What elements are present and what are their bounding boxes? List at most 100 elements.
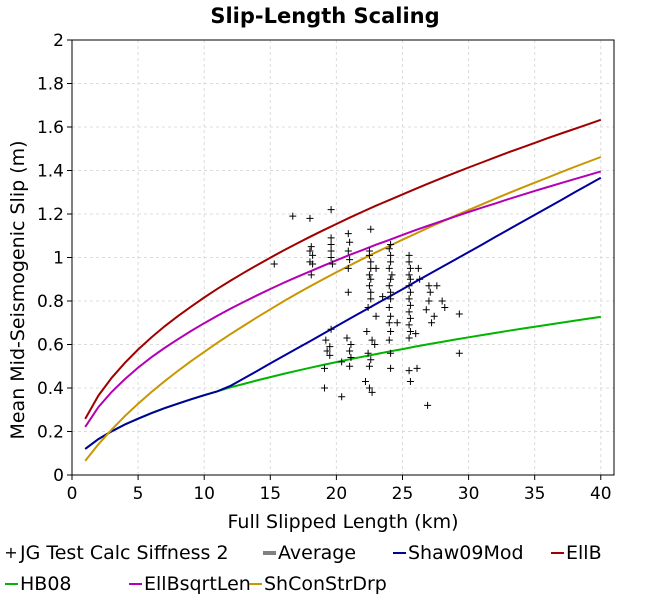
- scatter-point: [338, 358, 346, 366]
- scatter-point: [387, 364, 395, 372]
- scatter-point: [387, 275, 395, 283]
- scatter-point: [424, 401, 432, 409]
- scatter-point: [405, 321, 413, 329]
- scatter-point: [344, 288, 352, 296]
- slip-length-chart: Slip-Length Scaling 0 5 10 15 20 25 30 35 40 0 0.2…: [7, 4, 615, 533]
- scatter-point: [385, 245, 393, 253]
- y-tick-label: 2: [53, 31, 64, 51]
- scatter-point: [365, 282, 373, 290]
- scatter-point: [365, 271, 373, 279]
- legend-label: JG Test Calc Siffness 2: [20, 542, 229, 564]
- y-tick-label: 0.8: [37, 292, 64, 312]
- scatter-point: [323, 347, 331, 355]
- scatter-point: [361, 377, 369, 385]
- legend-label: HB08: [20, 573, 72, 595]
- scatter-point: [307, 271, 315, 279]
- scatter-point: [405, 251, 413, 259]
- scatter-point: [347, 354, 355, 362]
- scatter-point: [327, 206, 335, 214]
- scatter-point: [406, 377, 414, 385]
- scatter-point: [367, 356, 375, 364]
- y-tick-label: 0: [53, 466, 64, 486]
- y-tick-label: 1: [53, 249, 64, 269]
- legend-label: Shaw09Mod: [408, 542, 524, 564]
- x-tick-label: 0: [67, 484, 78, 504]
- legend-swatch: [262, 539, 276, 567]
- y-axis-label: Mean Mid-Seismogenic Slip (m): [7, 140, 29, 439]
- scatter-point: [416, 275, 424, 283]
- scatter-point: [343, 334, 351, 342]
- y-tick-label: 1.2: [37, 205, 64, 225]
- legend-item: + JG Test Calc Siffness 2: [4, 539, 229, 567]
- scatter-point: [320, 384, 328, 392]
- y-tick-label: 1.4: [37, 162, 64, 182]
- legend-swatch: +: [4, 543, 18, 562]
- scatter-point: [306, 214, 314, 222]
- series-lines: [84, 118, 602, 462]
- scatter-point: [433, 282, 441, 290]
- scatter-point: [387, 327, 395, 335]
- scatter-point: [428, 319, 436, 327]
- series-line-shconstrdrp: [84, 156, 602, 462]
- y-tick-label: 0.2: [37, 423, 64, 443]
- scatter-point: [326, 351, 334, 359]
- legend-label: EllB: [566, 542, 602, 564]
- scatter-point: [406, 275, 414, 283]
- scatter-point: [322, 336, 330, 344]
- scatter-point: [405, 295, 413, 303]
- scatter-point: [365, 362, 373, 370]
- scatter-point: [406, 314, 414, 322]
- scatter-point: [455, 310, 463, 318]
- scatter-point: [270, 260, 278, 268]
- scatter-point: [344, 264, 352, 272]
- scatter-point: [364, 304, 372, 312]
- scatter-point: [307, 243, 315, 251]
- scatter-point: [364, 349, 372, 357]
- x-tick-label: 20: [326, 484, 348, 504]
- x-tick-label: 15: [259, 484, 281, 504]
- scatter-point: [422, 306, 430, 314]
- scatter-point: [405, 334, 413, 342]
- scatter-point: [367, 225, 375, 233]
- scatter-point: [405, 271, 413, 279]
- legend-swatch: [248, 570, 262, 598]
- scatter-point: [367, 275, 375, 283]
- scatter-point: [406, 327, 414, 335]
- scatter-point: [327, 234, 335, 242]
- scatter-point: [405, 308, 413, 316]
- scatter-point: [426, 288, 434, 296]
- legend-swatch: [392, 539, 406, 567]
- legend-swatch: [128, 570, 142, 598]
- scatter-point: [414, 264, 422, 272]
- legend-label: ShConStrDrp: [264, 573, 387, 595]
- legend-item: HB08: [4, 570, 72, 598]
- scatter-point: [346, 362, 354, 370]
- scatter-point: [328, 260, 336, 268]
- chart-legend: + JG Test Calc Siffness 2 Average Shaw09Mod…: [0, 538, 650, 600]
- legend-item: Average: [262, 539, 356, 567]
- scatter-point: [371, 341, 379, 348]
- scatter-point: [327, 240, 335, 248]
- scatter-point: [379, 293, 387, 301]
- scatter-point: [346, 238, 354, 246]
- legend-item: Shaw09Mod: [392, 539, 524, 567]
- grid-lines: [71, 39, 614, 476]
- scatter-point: [338, 393, 346, 401]
- scatter-point: [365, 384, 373, 392]
- scatter-point: [346, 347, 354, 355]
- scatter-point: [438, 297, 446, 305]
- scatter-point: [385, 336, 393, 344]
- scatter-point: [455, 349, 463, 357]
- x-tick-label: 10: [193, 484, 215, 504]
- legend-label: Average: [278, 542, 357, 564]
- scatter-point: [405, 258, 413, 266]
- scatter-point: [406, 264, 414, 272]
- scatter-point: [406, 288, 414, 296]
- legend-item: EllB: [550, 539, 602, 567]
- scatter-point: [385, 282, 393, 290]
- x-tick-label: 25: [392, 484, 414, 504]
- scatter-point: [387, 240, 395, 248]
- scatter-point: [344, 247, 352, 255]
- series-line-ellbsqrtlen: [84, 170, 602, 428]
- scatter-point: [430, 312, 438, 320]
